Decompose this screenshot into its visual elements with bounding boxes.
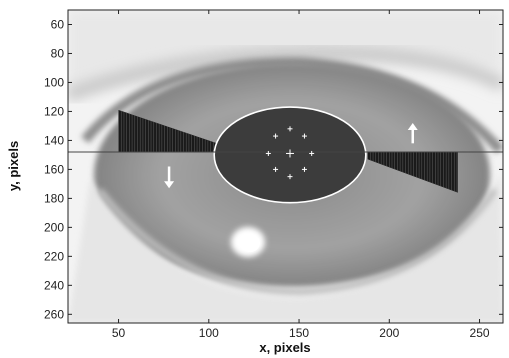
arrow-up-head xyxy=(407,123,418,131)
x-tick-label: 200 xyxy=(379,326,399,340)
y-tick-label: 120 xyxy=(44,104,64,118)
y-tick-label: 160 xyxy=(44,162,64,176)
plot-overlays xyxy=(68,106,503,204)
x-tick-label: 100 xyxy=(199,326,219,340)
y-tick-label: 180 xyxy=(44,191,64,205)
y-tick-label: 60 xyxy=(51,17,65,31)
axes-frame xyxy=(67,9,504,324)
y-tick-label: 80 xyxy=(51,46,65,60)
y-tick-label: 100 xyxy=(44,75,64,89)
pupil-boundary-ellipse xyxy=(213,106,367,204)
y-tick-label: 240 xyxy=(44,278,64,292)
y-axis-label: y, pixels xyxy=(6,141,21,191)
y-tick-label: 140 xyxy=(44,133,64,147)
arrow-down-head xyxy=(164,181,175,189)
y-tick-label: 260 xyxy=(44,307,64,321)
x-tick-label: 50 xyxy=(112,326,126,340)
x-tick-label: 150 xyxy=(289,326,309,340)
axis-ticks: 50 100 150 200 250 60 80 100 120 140 160 180 200 220 2… xyxy=(44,10,503,340)
x-axis-label: x, pixels xyxy=(259,340,310,355)
y-tick-label: 220 xyxy=(44,249,64,263)
y-tick-label: 200 xyxy=(44,220,64,234)
x-tick-label: 250 xyxy=(470,326,490,340)
